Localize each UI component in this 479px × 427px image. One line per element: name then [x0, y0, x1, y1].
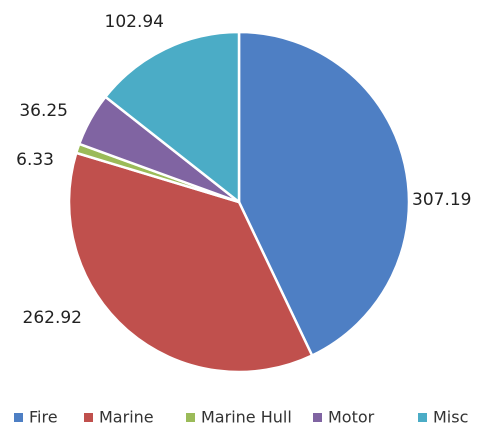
- legend-marker: [418, 413, 427, 422]
- legend-marker: [186, 413, 195, 422]
- legend-marker: [84, 413, 93, 422]
- legend-label: Motor: [328, 408, 375, 427]
- pie-slice: [67, 151, 314, 374]
- data-label: 307.19: [412, 190, 471, 210]
- data-label: 36.25: [19, 101, 68, 121]
- data-label: 6.33: [16, 150, 54, 170]
- data-label: 102.94: [105, 12, 164, 32]
- legend-marker: [14, 413, 23, 422]
- legend-marker: [313, 413, 322, 422]
- data-label: 262.92: [23, 308, 82, 328]
- legend-label: Misc: [433, 408, 468, 427]
- legend-label: Marine Hull: [201, 408, 292, 427]
- legend-label: Marine: [99, 408, 154, 427]
- legend-label: Fire: [29, 408, 58, 427]
- pie-slice: [103, 30, 241, 205]
- pie-slice: [237, 30, 411, 358]
